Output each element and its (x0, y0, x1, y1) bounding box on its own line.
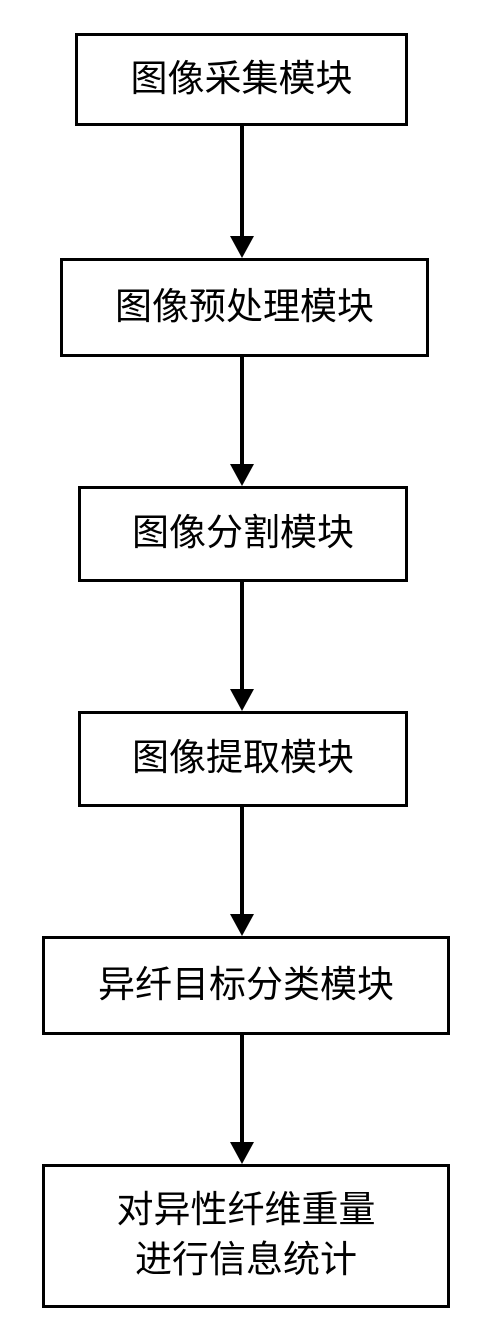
node-image-extraction: 图像提取模块 (78, 711, 408, 807)
edge-line (240, 582, 244, 689)
arrow-down-icon (230, 1142, 254, 1164)
node-label: 图像采集模块 (131, 55, 353, 105)
arrow-down-icon (230, 236, 254, 258)
node-label: 对异性纤维重量 进行信息统计 (117, 1186, 376, 1286)
edge-line (240, 357, 244, 464)
node-label: 图像提取模块 (132, 734, 354, 784)
flowchart-canvas: 图像采集模块 图像预处理模块 图像分割模块 图像提取模块 异纤目标分类模块 对异… (0, 0, 501, 1339)
arrow-down-icon (230, 914, 254, 936)
edge-line (240, 807, 244, 914)
node-image-acquisition: 图像采集模块 (75, 33, 408, 126)
edge-line (240, 126, 244, 236)
edge-line (240, 1035, 244, 1142)
node-label: 图像预处理模块 (115, 283, 374, 333)
node-label: 异纤目标分类模块 (98, 961, 394, 1011)
node-weight-statistics: 对异性纤维重量 进行信息统计 (42, 1164, 450, 1308)
node-image-preprocessing: 图像预处理模块 (60, 258, 429, 357)
arrow-down-icon (230, 464, 254, 486)
node-label: 图像分割模块 (132, 509, 354, 559)
arrow-down-icon (230, 689, 254, 711)
node-image-segmentation: 图像分割模块 (78, 486, 408, 582)
node-foreign-fiber-classification: 异纤目标分类模块 (42, 936, 450, 1035)
